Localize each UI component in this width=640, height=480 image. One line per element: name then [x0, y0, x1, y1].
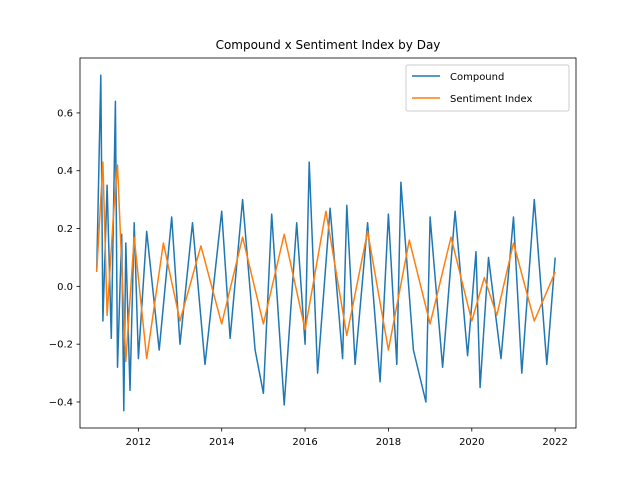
axes-frame — [79, 57, 577, 429]
x-tick-label: 2014 — [209, 437, 234, 448]
y-tick-label: 0.6 — [57, 108, 73, 119]
chart-title: Compound x Sentiment Index by Day — [216, 38, 441, 52]
series-layer — [95, 74, 556, 412]
legend-box — [405, 64, 570, 112]
y-axis: −0.4 −0.2 0.0 0.2 0.4 0.6 — [49, 108, 80, 408]
x-axis: 2012 2014 2016 2018 2020 2022 — [126, 428, 568, 448]
series-line-1 — [95, 161, 556, 363]
legend-label-0: Compound — [450, 72, 504, 83]
y-tick-label: 0.4 — [57, 166, 73, 177]
x-tick-label: 2012 — [126, 437, 151, 448]
x-tick-label: 2020 — [459, 437, 484, 448]
legend-label-1: Sentiment Index — [450, 94, 532, 105]
x-tick-label: 2016 — [292, 437, 317, 448]
legend: Compound Sentiment Index — [405, 64, 570, 112]
y-tick-label: 0.0 — [57, 282, 73, 293]
x-tick-label: 2022 — [542, 437, 567, 448]
series-line-0 — [95, 74, 556, 412]
x-tick-label: 2018 — [376, 437, 401, 448]
y-tick-label: −0.4 — [49, 397, 73, 408]
y-tick-label: −0.2 — [49, 340, 73, 351]
axes-border — [79, 57, 577, 429]
y-tick-label: 0.2 — [57, 224, 73, 235]
plot-area: 2012 2014 2016 2018 2020 2022 −0.4 −0.2 0.0 0.2 0… — [49, 57, 577, 448]
